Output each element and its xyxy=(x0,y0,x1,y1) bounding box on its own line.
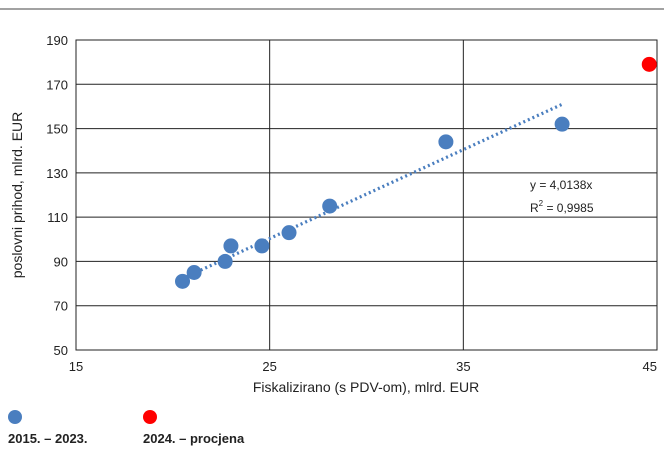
x-tick-labels: 15 25 35 45 xyxy=(69,359,657,374)
legend-item-history: 2015. – 2023. xyxy=(8,410,88,446)
data-point-history xyxy=(223,238,239,254)
y-tick-label: 70 xyxy=(54,299,68,314)
data-point-history xyxy=(186,265,202,280)
data-point-history xyxy=(217,253,233,269)
legend-marker-estimate xyxy=(143,410,157,424)
trend-r2-label: R xyxy=(530,201,539,215)
data-point-history xyxy=(175,273,191,289)
legend-marker-history xyxy=(8,410,22,424)
trend-equation: y = 4,0138x xyxy=(530,178,592,192)
legend-item-estimate: 2024. – procjena xyxy=(143,410,244,446)
x-tick-label: 25 xyxy=(262,359,276,374)
y-tick-label: 110 xyxy=(47,210,68,225)
x-tick-label: 35 xyxy=(456,359,470,374)
y-tick-label: 150 xyxy=(46,122,68,137)
data-point-history xyxy=(322,198,338,214)
data-point-history xyxy=(281,225,297,241)
trend-r2-exponent: 2 xyxy=(539,199,544,208)
y-tick-label: 190 xyxy=(46,33,68,48)
trendline xyxy=(181,102,563,280)
data-point-history xyxy=(254,238,270,254)
legend-label-estimate: 2024. – procjena xyxy=(143,431,245,446)
data-point-estimate xyxy=(641,56,657,72)
trend-r2: R2 = 0,9985 xyxy=(530,199,594,215)
data-points xyxy=(175,56,657,289)
grid xyxy=(75,39,658,351)
plot-frame xyxy=(75,39,658,351)
y-tick-label: 50 xyxy=(54,343,68,358)
y-axis-title: poslovni prihod, mlrd. EUR xyxy=(9,112,25,279)
x-axis-title: Fiskalizirano (s PDV-om), mlrd. EUR xyxy=(253,379,479,395)
y-tick-label: 170 xyxy=(46,77,68,92)
trend-r2-value: = 0,9985 xyxy=(543,201,594,215)
x-tick-label: 15 xyxy=(69,359,83,374)
data-point-history xyxy=(438,134,454,150)
data-point-history xyxy=(554,116,570,132)
scatter-chart: 50 70 90 110 130 150 170 190 15 25 35 45 poslovni … xyxy=(0,8,664,395)
y-tick-label: 130 xyxy=(46,166,68,181)
y-tick-label: 90 xyxy=(54,254,68,269)
legend-label-history: 2015. – 2023. xyxy=(8,431,88,446)
y-tick-labels: 50 70 90 110 130 150 170 190 xyxy=(46,33,68,358)
x-tick-label: 45 xyxy=(643,359,657,374)
